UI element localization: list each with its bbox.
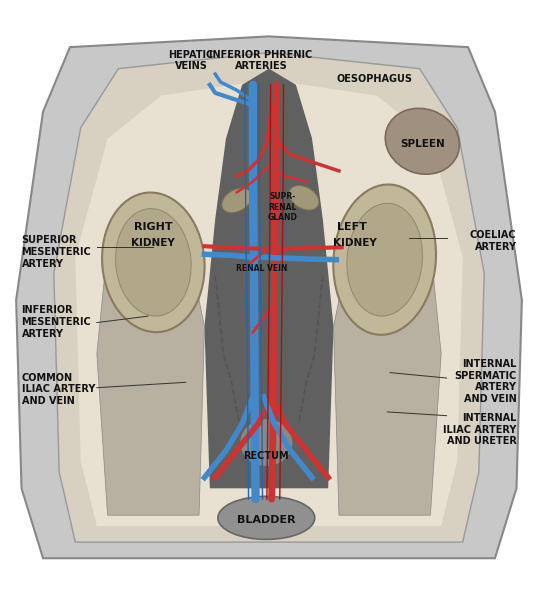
- Polygon shape: [54, 53, 484, 542]
- Polygon shape: [97, 219, 204, 515]
- Text: HEPATIC
VEINS: HEPATIC VEINS: [168, 50, 214, 71]
- Text: SUPERIOR
MESENTERIC
ARTERY: SUPERIOR MESENTERIC ARTERY: [22, 235, 91, 269]
- Text: INTERNAL
SPERMATIC
ARTERY
AND VEIN: INTERNAL SPERMATIC ARTERY AND VEIN: [454, 359, 516, 404]
- Text: COMMON
ILIAC ARTERY
AND VEIN: COMMON ILIAC ARTERY AND VEIN: [22, 373, 95, 406]
- Text: INTERNAL
ILIAC ARTERY
AND URETER: INTERNAL ILIAC ARTERY AND URETER: [443, 413, 516, 446]
- Text: BLADDER: BLADDER: [237, 515, 295, 525]
- Text: SUPR-
RENAL
GLAND: SUPR- RENAL GLAND: [267, 193, 298, 222]
- Polygon shape: [204, 68, 334, 488]
- Text: KIDNEY: KIDNEY: [131, 238, 175, 248]
- Text: SPLEEN: SPLEEN: [400, 139, 445, 149]
- Polygon shape: [16, 37, 522, 558]
- Ellipse shape: [289, 185, 319, 210]
- Text: LEFT: LEFT: [337, 222, 367, 232]
- Text: KIDNEY: KIDNEY: [333, 238, 377, 248]
- Text: RIGHT: RIGHT: [134, 222, 173, 232]
- Polygon shape: [334, 219, 441, 515]
- Text: RENAL VEIN: RENAL VEIN: [236, 264, 288, 273]
- Ellipse shape: [334, 184, 436, 335]
- Text: INFERIOR
MESENTERIC
ARTERY: INFERIOR MESENTERIC ARTERY: [22, 305, 91, 338]
- Text: OESOPHAGUS: OESOPHAGUS: [336, 74, 412, 84]
- Ellipse shape: [102, 193, 204, 332]
- Ellipse shape: [218, 496, 315, 539]
- Polygon shape: [75, 79, 463, 526]
- Text: INFERIOR PHRENIC
ARTERIES: INFERIOR PHRENIC ARTERIES: [209, 50, 313, 71]
- Ellipse shape: [347, 203, 422, 316]
- Ellipse shape: [116, 209, 191, 316]
- Ellipse shape: [222, 188, 252, 213]
- Text: COELIAC
ARTERY: COELIAC ARTERY: [470, 230, 516, 251]
- Ellipse shape: [239, 418, 293, 467]
- Text: RECTUM: RECTUM: [244, 451, 289, 461]
- Ellipse shape: [385, 109, 459, 174]
